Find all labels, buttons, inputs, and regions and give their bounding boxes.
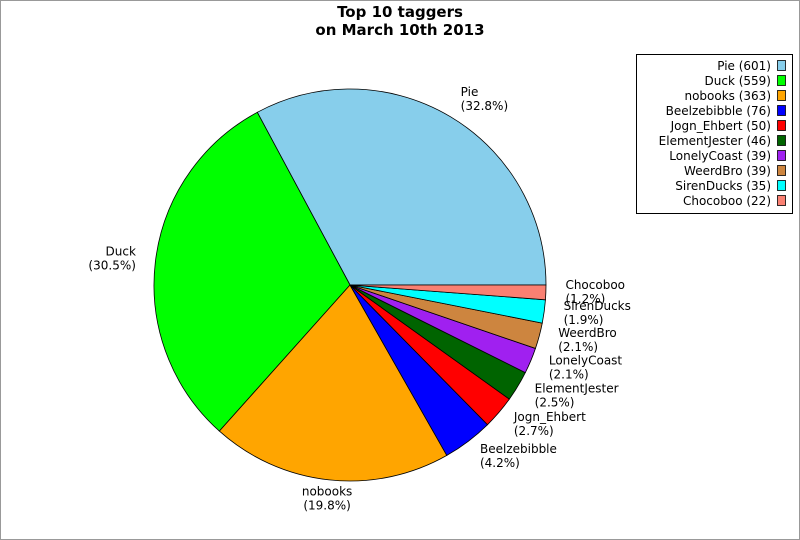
slice-percent: (32.8%): [461, 99, 508, 113]
legend-label: Pie (601): [717, 59, 771, 73]
slice-label: SirenDucks: [564, 299, 631, 313]
slice-percent: (1.9%): [564, 313, 604, 327]
legend-label: nobooks (363): [684, 89, 771, 103]
slice-percent: (30.5%): [88, 259, 135, 273]
pie-slice: [153, 111, 351, 432]
pie-slice: [256, 88, 547, 286]
legend-swatch: [777, 180, 786, 191]
slice-label: ElementJester: [535, 381, 619, 395]
slice-percent: (2.5%): [535, 395, 575, 409]
slice-label: LonelyCoast: [549, 353, 623, 367]
slice-percent: (2.7%): [514, 424, 554, 438]
legend-label: Chocoboo (22): [683, 194, 771, 208]
slice-label: Jogn_Ehbert: [513, 410, 586, 424]
slice-percent: (2.1%): [558, 340, 598, 354]
legend-label: ElementJester (46): [659, 134, 771, 148]
legend-swatch: [777, 150, 786, 161]
legend-label: WeerdBro (39): [684, 164, 771, 178]
slice-percent: (1.2%): [565, 292, 605, 306]
pie-slice: [349, 284, 547, 301]
legend-label: Beelzebibble (76): [666, 104, 771, 118]
slice-percent: (2.1%): [549, 367, 589, 381]
legend-box: [636, 54, 793, 214]
chart-subtitle: on March 10th 2013: [315, 21, 484, 39]
chart-title: Top 10 taggers: [337, 3, 463, 21]
legend-label: SirenDucks (35): [675, 179, 771, 193]
legend-swatch: [777, 135, 786, 146]
slice-percent: (19.8%): [303, 498, 350, 512]
slice-label: Beelzebibble: [480, 442, 557, 456]
legend-label: Duck (559): [705, 74, 771, 88]
legend-swatch: [777, 75, 786, 86]
slice-percent: (4.2%): [480, 456, 520, 470]
slice-label: Duck: [106, 245, 136, 259]
slice-label: nobooks: [302, 484, 352, 498]
legend-swatch: [777, 60, 786, 71]
slice-label: Pie: [461, 85, 479, 99]
slice-label: Chocoboo: [565, 278, 625, 292]
legend-swatch: [777, 195, 786, 206]
legend-swatch: [777, 120, 786, 131]
slice-label: WeerdBro: [558, 326, 617, 340]
pie-slice: [218, 284, 448, 482]
legend-swatch: [777, 165, 786, 176]
legend-label: Jogn_Ehbert (50): [670, 119, 771, 133]
legend-label: LonelyCoast (39): [669, 149, 771, 163]
legend-swatch: [777, 90, 786, 101]
legend-swatch: [777, 105, 786, 116]
